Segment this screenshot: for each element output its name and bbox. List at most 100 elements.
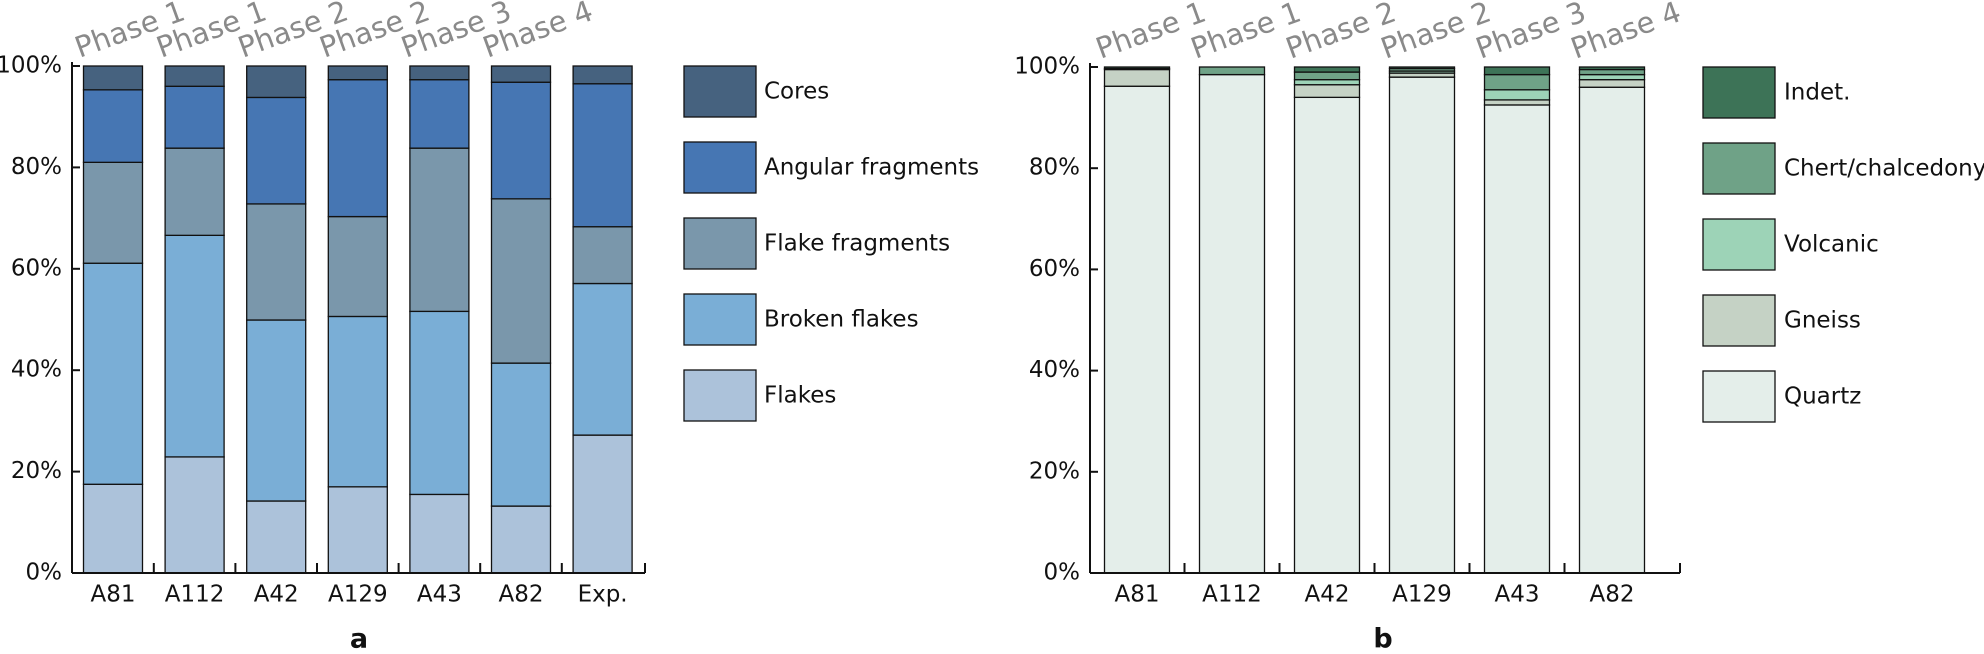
y-tick-label: 0% xyxy=(26,560,63,586)
bar-segment xyxy=(409,147,470,313)
bar-segment xyxy=(572,65,633,85)
bar-segment xyxy=(82,89,144,163)
bar-segment xyxy=(1293,79,1361,86)
bar-segment xyxy=(1103,66,1171,70)
bar-segment xyxy=(164,456,225,574)
bar-segment xyxy=(246,96,307,205)
bar-segment xyxy=(1293,66,1361,73)
bar-segment xyxy=(1483,104,1551,574)
bar-segment xyxy=(246,500,307,574)
bar-segment xyxy=(1293,84,1361,99)
legend-swatch xyxy=(1702,142,1776,195)
y-tick-label: 40% xyxy=(1029,357,1080,383)
legend-swatch xyxy=(1702,218,1776,271)
x-tick-label: Exp. xyxy=(578,582,628,608)
y-tick-label: 100% xyxy=(0,53,62,79)
bar-segment xyxy=(327,215,388,318)
bar-segment xyxy=(1483,89,1551,101)
bar-segment xyxy=(1578,73,1646,81)
legend-swatch xyxy=(683,369,757,422)
legend-swatch xyxy=(683,293,757,346)
bar-segment xyxy=(1578,86,1646,574)
x-tick-label: A42 xyxy=(254,582,299,608)
x-tick-label: A129 xyxy=(328,582,388,608)
legend-label: Indet. xyxy=(1784,80,1850,106)
y-tick-label: 40% xyxy=(11,357,62,383)
bar-segment xyxy=(490,198,552,364)
bar-segment xyxy=(327,315,388,488)
bar-segment xyxy=(1578,79,1646,88)
bar-segment xyxy=(82,483,144,574)
bar-segment xyxy=(246,319,307,502)
legend-swatch xyxy=(683,65,757,118)
x-tick-label: A81 xyxy=(90,582,135,608)
y-tick-label: 60% xyxy=(11,255,62,281)
x-tick-label: A43 xyxy=(417,582,462,608)
bar-segment xyxy=(572,83,633,228)
legend-label: Angular fragments xyxy=(764,155,979,181)
legend-label: Broken flakes xyxy=(764,307,919,333)
bar-segment xyxy=(490,362,552,507)
bar-segment xyxy=(409,493,470,574)
x-tick-label: A43 xyxy=(1494,582,1539,608)
bar-segment xyxy=(1198,66,1266,76)
bar-segment xyxy=(164,65,225,87)
y-tick-label: 60% xyxy=(1029,256,1080,282)
bar-segment xyxy=(572,434,633,574)
bar-segment xyxy=(1293,96,1361,574)
bar-segment xyxy=(409,79,470,149)
y-tick-label: 20% xyxy=(1029,458,1080,484)
bar-segment xyxy=(1293,71,1361,81)
y-tick-label: 80% xyxy=(11,154,62,180)
bar-segment xyxy=(246,65,307,99)
bar-segment xyxy=(1388,76,1456,574)
legend-swatch xyxy=(683,217,757,270)
legend-swatch xyxy=(1702,370,1776,423)
bar-segment xyxy=(572,282,633,436)
bar-segment xyxy=(82,161,144,264)
bar-segment xyxy=(327,486,388,574)
bar-segment xyxy=(246,203,307,321)
bar-segment xyxy=(327,79,388,218)
bar-segment xyxy=(1103,85,1171,574)
bar-segment xyxy=(1483,73,1551,91)
y-tick-label: 100% xyxy=(1014,54,1080,80)
bar-segment xyxy=(1578,68,1646,76)
y-tick-label: 80% xyxy=(1029,155,1080,181)
bar-segment xyxy=(490,65,552,83)
bar-segment xyxy=(409,310,470,496)
x-tick-label: A42 xyxy=(1304,582,1349,608)
bar-segment xyxy=(164,85,225,149)
bar-segment xyxy=(164,147,225,236)
x-tick-label: A112 xyxy=(165,582,225,608)
legend-label: Flakes xyxy=(764,383,836,409)
bar-segment xyxy=(1388,66,1456,70)
bar-segment xyxy=(1198,73,1266,574)
bar-segment xyxy=(572,226,633,285)
bar-segment xyxy=(327,65,388,81)
legend-label: Cores xyxy=(764,79,829,105)
y-tick-label: 0% xyxy=(1044,560,1081,586)
legend-label: Chert/chalcedony xyxy=(1784,156,1984,182)
bar-segment xyxy=(490,505,552,574)
legend-label: Flake fragments xyxy=(764,231,950,257)
x-tick-label: A82 xyxy=(1589,582,1634,608)
legend-label: Quartz xyxy=(1784,384,1861,410)
x-tick-label: A81 xyxy=(1114,582,1159,608)
bar-segment xyxy=(82,262,144,485)
bar-segment xyxy=(490,81,552,200)
x-tick-label: A82 xyxy=(498,582,543,608)
bar-segment xyxy=(409,65,470,81)
legend-swatch xyxy=(1702,66,1776,119)
bar-segment xyxy=(1483,66,1551,76)
legend-label: Gneiss xyxy=(1784,308,1861,334)
bar-segment xyxy=(1483,99,1551,106)
legend-swatch xyxy=(1702,294,1776,347)
panel-label: b xyxy=(1373,624,1392,654)
y-tick-label: 20% xyxy=(11,458,62,484)
panel-label: a xyxy=(350,624,368,654)
bar-segment xyxy=(1103,68,1171,87)
bar-segment xyxy=(164,234,225,458)
bar-segment xyxy=(1578,66,1646,71)
